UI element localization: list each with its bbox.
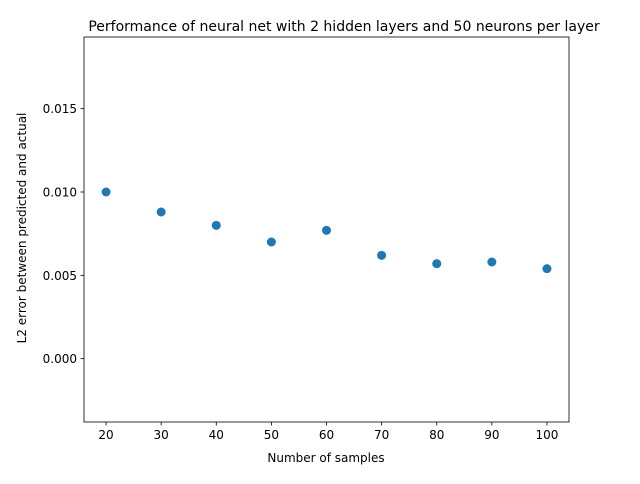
x-tick-label: 90: [484, 428, 499, 442]
data-point: [322, 225, 331, 235]
x-tick-label: 40: [209, 428, 224, 442]
data-point: [377, 250, 387, 260]
data-point: [101, 187, 111, 197]
x-tick-label: 70: [374, 428, 389, 442]
x-tick-label: 50: [264, 428, 279, 442]
y-axis-label: L2 error between predicted and actual: [15, 113, 29, 344]
data-point: [487, 257, 497, 267]
x-tick-label: 100: [536, 428, 559, 442]
x-axis-label: Number of samples: [267, 451, 384, 465]
x-tick-label: 20: [98, 428, 113, 442]
data-point: [211, 220, 221, 230]
data-point: [432, 259, 442, 269]
x-tick-label: 60: [319, 428, 334, 442]
x-axis-ticks: 20 30 40 50 60 70 80 90 100: [98, 422, 558, 442]
y-tick-label: 0.005: [43, 269, 77, 283]
x-tick-label: 80: [429, 428, 444, 442]
x-tick-label: 30: [154, 428, 169, 442]
y-tick-label: 0.010: [43, 186, 77, 200]
data-point: [156, 207, 166, 217]
chart-title: Performance of neural net with 2 hidden …: [88, 19, 600, 35]
data-points: [101, 187, 552, 274]
y-tick-label: 0.015: [43, 102, 77, 116]
data-point: [266, 237, 276, 247]
data-point: [542, 264, 552, 274]
y-axis-ticks: 0.000 0.005 0.010 0.015: [43, 102, 84, 366]
y-tick-label: 0.000: [43, 352, 77, 366]
